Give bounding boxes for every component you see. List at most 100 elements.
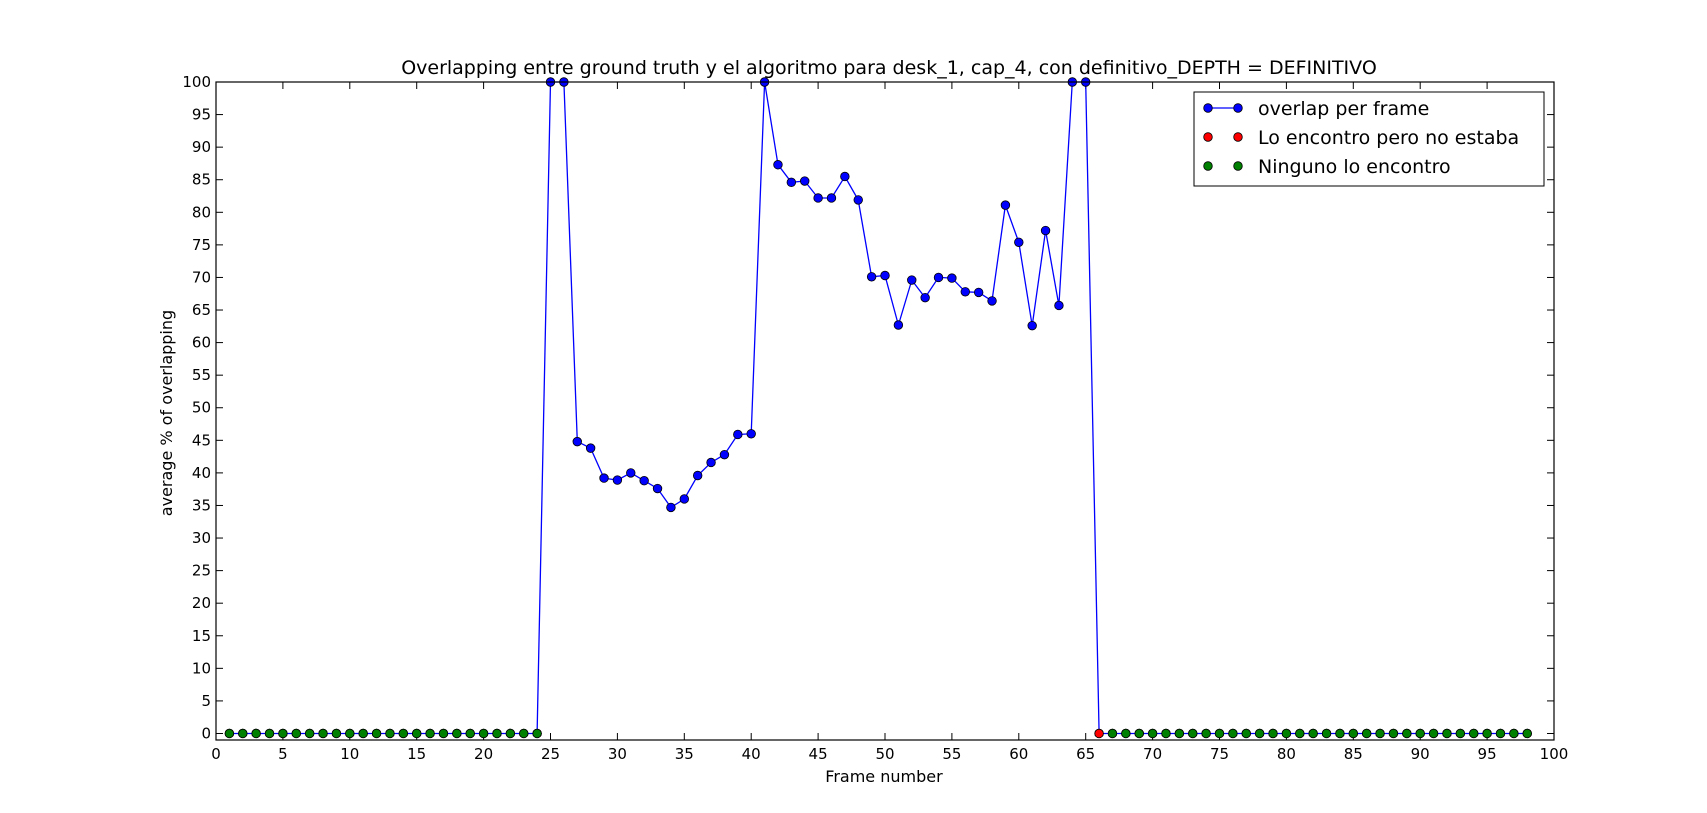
y-tick-label: 90	[192, 138, 211, 156]
y-tick-label: 50	[192, 399, 211, 417]
plot-frame	[215, 81, 1555, 741]
data-point	[1228, 728, 1238, 739]
x-tick-label: 15	[407, 745, 426, 763]
data-point	[1388, 728, 1399, 739]
y-tick-label: 0	[201, 724, 211, 742]
data-point	[706, 457, 716, 468]
data-point	[719, 449, 730, 460]
data-point	[733, 429, 743, 440]
data-point	[746, 429, 756, 439]
data-point	[1348, 728, 1359, 739]
legend-marker	[1203, 161, 1213, 171]
data-point	[987, 296, 997, 306]
y-tick-label: 100	[182, 73, 211, 91]
data-point	[1375, 728, 1385, 739]
data-point	[1254, 728, 1265, 739]
data-point	[907, 275, 917, 285]
y-tick-label: 60	[192, 334, 211, 352]
y-tick-label: 40	[192, 464, 211, 482]
data-point	[1482, 728, 1492, 739]
data-point	[1214, 728, 1225, 739]
x-tick-label: 25	[541, 745, 560, 763]
data-point	[1188, 728, 1198, 739]
x-tick-label: 40	[742, 745, 761, 763]
x-tick-label: 30	[608, 745, 627, 763]
legend: overlap per frame Lo encontro pero no est…	[1193, 91, 1545, 187]
y-tick-label: 55	[192, 366, 211, 384]
data-point	[465, 728, 475, 739]
data-point	[1241, 728, 1251, 739]
data-point	[1107, 728, 1118, 739]
y-tick-label: 75	[192, 236, 211, 254]
data-point	[304, 728, 315, 739]
x-tick-label: 20	[474, 745, 493, 763]
data-point	[1469, 728, 1479, 739]
x-tick-label: 65	[1076, 745, 1095, 763]
data-point	[1509, 728, 1519, 739]
data-point	[626, 468, 636, 478]
data-point	[1174, 728, 1185, 739]
data-point	[492, 728, 502, 739]
data-point	[425, 728, 435, 739]
data-point	[264, 728, 275, 739]
data-point	[1161, 728, 1171, 739]
x-tick-label: 60	[1009, 745, 1028, 763]
data-point	[599, 473, 609, 483]
data-point	[773, 160, 783, 170]
data-point	[639, 476, 649, 486]
legend-box	[1193, 91, 1545, 187]
data-point	[813, 193, 823, 203]
data-point	[438, 728, 449, 739]
legend-marker	[1233, 103, 1243, 113]
data-point	[679, 494, 690, 504]
data-point	[358, 728, 368, 739]
y-axis-label: average % of overlapping	[157, 310, 176, 516]
data-point	[331, 728, 342, 739]
data-point	[800, 176, 810, 186]
data-point	[666, 502, 676, 513]
data-point	[585, 443, 596, 453]
data-point	[519, 728, 529, 739]
data-point	[505, 728, 516, 739]
x-tick-label: 55	[942, 745, 961, 763]
x-tick-label: 50	[875, 745, 894, 763]
y-tick-label: 15	[192, 627, 211, 645]
legend-marker	[1233, 161, 1243, 171]
data-point	[385, 728, 395, 739]
data-point	[1402, 728, 1412, 739]
chart-title: Overlapping entre ground truth y el algo…	[401, 57, 1377, 79]
legend-label: Ninguno lo encontro	[1258, 156, 1451, 178]
y-tick-label: 20	[192, 594, 211, 612]
y-tick-label: 35	[192, 496, 211, 514]
data-point	[1094, 728, 1104, 739]
data-point	[1442, 728, 1452, 739]
data-point	[1040, 225, 1051, 236]
data-point	[652, 483, 663, 494]
x-tick-label: 10	[340, 745, 359, 763]
legend-label: Lo encontro pero no estaba	[1258, 127, 1519, 149]
data-point	[1295, 728, 1305, 739]
data-point	[371, 728, 382, 739]
y-tick-label: 80	[192, 203, 211, 221]
data-point	[1455, 728, 1466, 739]
x-tick-label: 80	[1277, 745, 1296, 763]
data-point	[224, 728, 235, 739]
legend-label: overlap per frame	[1258, 98, 1429, 120]
data-point	[1147, 728, 1158, 739]
data-point	[1308, 728, 1318, 739]
data-point	[1415, 728, 1425, 739]
data-point	[1361, 728, 1372, 739]
plot-series	[224, 77, 1532, 739]
x-tick-label: 70	[1143, 745, 1162, 763]
data-point	[1268, 728, 1278, 739]
data-point	[345, 728, 355, 739]
data-point	[238, 728, 248, 739]
data-point	[786, 177, 797, 188]
legend-marker	[1233, 132, 1243, 142]
data-point	[933, 272, 944, 283]
data-point	[251, 728, 261, 739]
data-point	[880, 270, 890, 281]
data-point	[278, 728, 288, 739]
x-tick-label: 5	[278, 745, 288, 763]
